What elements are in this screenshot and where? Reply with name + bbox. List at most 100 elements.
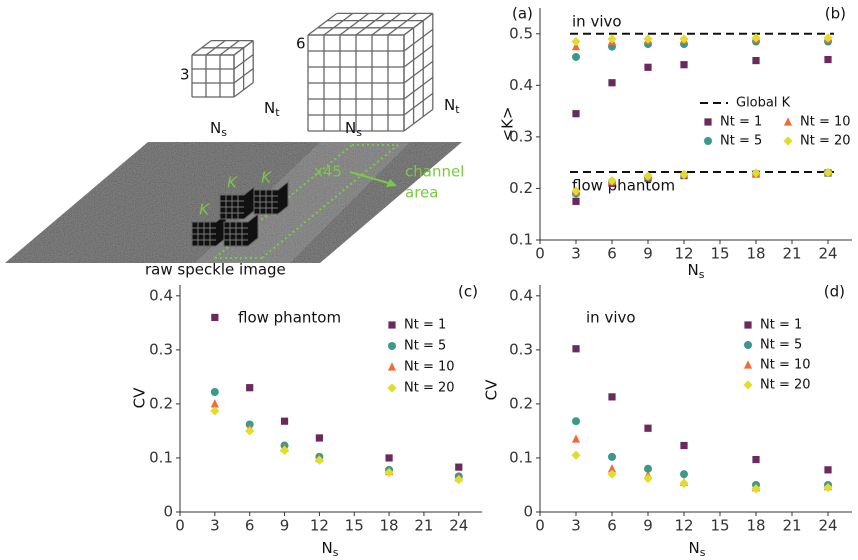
y-axis-label: <K>: [499, 107, 517, 142]
x-tick-label: 21: [414, 517, 433, 535]
x-tick-label: 9: [280, 517, 290, 535]
marker: [314, 455, 324, 465]
cube-line: [233, 54, 254, 70]
kernel-box: [253, 180, 289, 215]
marker: [607, 176, 617, 186]
marker: [744, 341, 752, 349]
annotation: in vivo: [572, 13, 622, 31]
marker: [751, 168, 761, 178]
x-tick-label: 18: [380, 517, 399, 535]
cube-line: [371, 12, 402, 36]
kernel-boxes: KKKK: [191, 169, 289, 247]
cube-line: [403, 44, 434, 68]
cubes: [191, 12, 434, 132]
cube-line: [219, 40, 240, 56]
annotation: in vivo: [586, 309, 636, 327]
marker: [571, 186, 581, 196]
annotation: flow phantom: [238, 309, 341, 327]
legend-label: Nt = 10: [404, 360, 455, 375]
marker: [679, 34, 689, 44]
marker: [824, 55, 832, 64]
marker: [783, 136, 793, 146]
marker: [751, 33, 761, 43]
x-label-sub: s: [333, 546, 339, 559]
nt: N: [264, 99, 275, 117]
marker: [246, 384, 254, 392]
x-tick-label: 6: [607, 245, 617, 263]
marker: [210, 399, 219, 408]
cube-line: [403, 60, 434, 84]
marker: [607, 464, 617, 473]
marker: [385, 454, 393, 462]
cube-line: [339, 12, 370, 36]
chart: 0 3 6 9 12 15 18 21 24 0 0.1 0.2 0.3 0.4 Ns CV (c) flow p…: [131, 283, 482, 559]
x-tick-label: 21: [782, 517, 801, 535]
marker: [783, 117, 793, 126]
legend-label: Nt = 5: [404, 339, 446, 354]
marker: [823, 167, 833, 178]
marker: [607, 469, 617, 479]
marker: [743, 360, 753, 369]
x-label-sub: s: [700, 546, 706, 559]
kernel-box: [223, 212, 259, 247]
y-tick-label: 0.2: [149, 394, 173, 412]
marker: [245, 426, 255, 436]
marker: [279, 445, 290, 455]
marker: [751, 484, 761, 494]
marker: [210, 388, 219, 397]
cube-line: [205, 40, 226, 56]
marker: [643, 473, 653, 484]
marker: [571, 42, 581, 51]
legend-label: Nt = 1: [404, 318, 446, 333]
marker: [643, 171, 653, 181]
y-tick-label: 0.1: [149, 448, 173, 466]
marker: [572, 417, 580, 426]
x-label-sub: s: [699, 268, 705, 281]
cube-line: [403, 92, 434, 116]
cube-size: 3: [180, 66, 190, 84]
x-tick-label: 0: [535, 245, 545, 263]
nt-sub: t: [275, 106, 280, 119]
x-tick-label: 12: [674, 517, 693, 535]
y-tick-label: 0.2: [509, 394, 533, 412]
marker: [571, 450, 581, 460]
marker: [572, 110, 580, 118]
marker: [455, 463, 463, 471]
marker: [608, 452, 616, 461]
y-tick-label: 0.3: [149, 340, 173, 358]
marker: [280, 417, 289, 425]
legend-label: Nt = 10: [760, 358, 811, 373]
legend-label: Nt = 5: [760, 338, 802, 353]
marker: [210, 406, 220, 416]
x-tick-label: 24: [449, 517, 468, 535]
legend-label: Nt = 10: [800, 115, 851, 130]
y-tick-label: 0.4: [509, 286, 533, 304]
x-label-main: N: [322, 539, 333, 557]
y-tick-label: 0.3: [509, 340, 533, 358]
marker: [704, 137, 712, 145]
x-tick-label: 24: [818, 245, 837, 263]
nt-label: Nt: [264, 99, 280, 120]
x-axis-label: Ns: [688, 261, 705, 282]
x-tick-label: 3: [571, 245, 581, 263]
x-tick-label: 0: [535, 517, 545, 535]
x-tick-label: 6: [607, 517, 617, 535]
panel-label: (c): [458, 283, 478, 301]
marker: [454, 474, 464, 485]
ns-label: Ns: [210, 119, 227, 140]
legend-label: Nt = 1: [760, 318, 802, 333]
ns-sub: s: [356, 126, 362, 139]
marker: [644, 63, 652, 71]
marker: [680, 470, 688, 479]
marker: [387, 362, 397, 371]
y-tick-label: 0.4: [509, 76, 533, 94]
kernel-label: K: [261, 169, 272, 187]
cube-size: 6: [296, 35, 306, 53]
marker: [211, 313, 219, 322]
marker: [608, 79, 616, 87]
chart: 0 3 6 9 12 15 18 21 24 0 0.1 0.2 0.3 0.4 Ns CV (d) in viv…: [483, 283, 852, 559]
marker: [572, 52, 580, 61]
ns-label: Ns: [345, 119, 362, 140]
y-axis-label: CV: [483, 379, 501, 400]
x-tick-label: 3: [571, 517, 581, 535]
